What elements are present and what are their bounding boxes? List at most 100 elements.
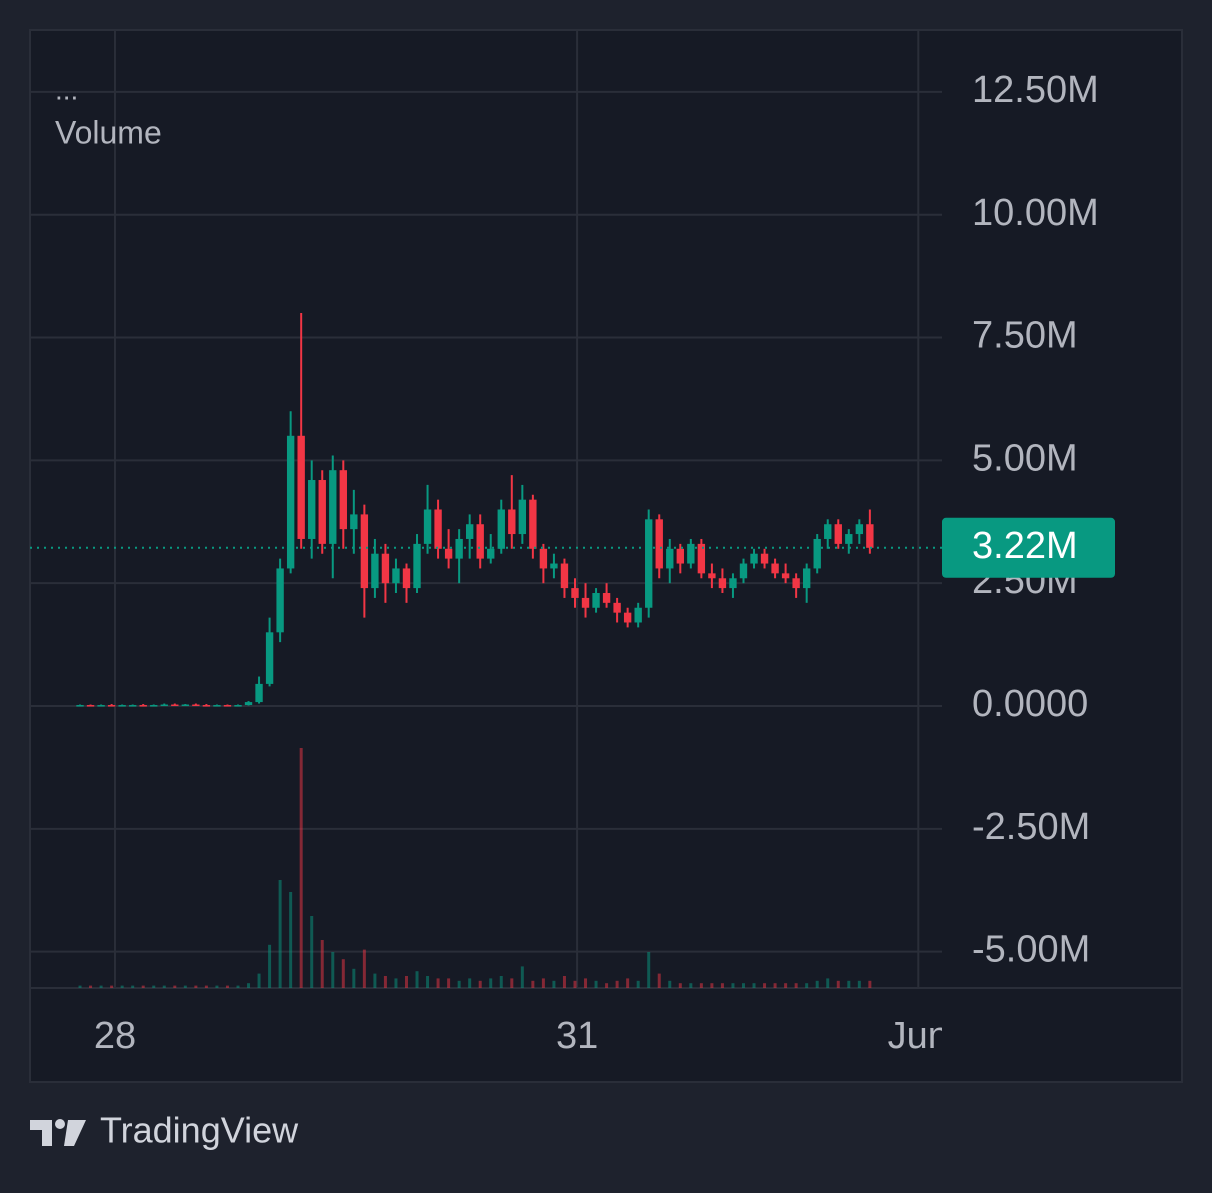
candle-body (845, 534, 853, 544)
candle-body (308, 480, 316, 539)
volume-bar (394, 978, 398, 988)
volume-bar (183, 985, 187, 988)
volume-bar (668, 980, 672, 988)
candle-body (118, 705, 126, 707)
volume-bar (225, 985, 229, 988)
volume-bar (605, 983, 609, 988)
volume-bar (341, 959, 345, 988)
candle-body (813, 538, 821, 569)
volume-bar (815, 980, 819, 988)
volume-bar (647, 952, 651, 988)
volume-bar (826, 978, 830, 988)
volume-bar (447, 978, 451, 988)
volume-bar (573, 980, 577, 988)
x-tick-label: 28 (94, 1015, 136, 1057)
candle-body (623, 612, 632, 623)
volume-bar (373, 973, 377, 988)
volume-bar (383, 976, 387, 988)
indicator-menu[interactable]: ... (55, 74, 78, 105)
volume-bar (204, 985, 208, 988)
volume-bar (415, 971, 419, 988)
candle-body (781, 573, 790, 579)
volume-bar (131, 985, 135, 988)
volume-bar (510, 978, 514, 988)
volume-bar (478, 980, 482, 988)
volume-bar (78, 985, 82, 988)
candle-body (550, 563, 558, 569)
volume-label: Volume (55, 114, 162, 150)
candle-body (392, 568, 400, 584)
candle-body (76, 705, 84, 707)
volume-bar (436, 978, 440, 988)
candle-body (350, 514, 358, 530)
candle-body (687, 543, 695, 564)
candle-body (223, 705, 232, 707)
volume-bar (520, 966, 524, 988)
volume-bar (110, 985, 114, 988)
volume-bar (236, 985, 240, 988)
volume-bar (699, 983, 703, 988)
volume-bar (689, 983, 693, 988)
y-tick-label: 12.50M (972, 69, 1099, 111)
candle-body (497, 509, 505, 549)
volume-bar (457, 980, 461, 988)
y-tick-label: -5.00M (972, 929, 1090, 971)
volume-bar (615, 980, 619, 988)
candle-body (718, 578, 727, 589)
volume-bar (331, 952, 335, 988)
candle-body (86, 705, 95, 707)
candle-body (729, 578, 737, 589)
candle-body (560, 563, 569, 589)
volume-bar (99, 985, 103, 988)
candle-body (423, 509, 432, 544)
candle-body (160, 704, 168, 707)
candle-body (739, 563, 748, 579)
volume-bar (784, 983, 788, 988)
candle-body (697, 543, 706, 574)
candle-body (802, 568, 811, 589)
volume-bar (215, 985, 219, 988)
candle-body (645, 519, 653, 608)
brand-name: TradingView (100, 1110, 299, 1151)
volume-bar (868, 980, 872, 988)
volume-bar (489, 978, 493, 988)
candle-body (465, 524, 474, 539)
candle-body (613, 602, 621, 613)
candle-body (581, 597, 590, 608)
volume-bar (678, 983, 682, 988)
volume-bar (763, 983, 767, 988)
candle-body (760, 553, 769, 564)
volume-bar (89, 985, 93, 988)
candle-body (202, 705, 211, 707)
volume-bar (626, 978, 630, 988)
candle-body (676, 548, 684, 564)
candle-body (476, 524, 484, 559)
volume-bar (857, 980, 861, 988)
volume-bar (299, 748, 303, 988)
candle-body (413, 543, 421, 589)
volume-bar (836, 980, 840, 988)
volume-bar (773, 983, 777, 988)
volume-bar (468, 978, 472, 988)
candle-body (571, 588, 579, 598)
candle-body (286, 435, 295, 569)
candle-body (339, 470, 347, 530)
volume-bar (247, 983, 251, 988)
volume-bar (847, 980, 851, 988)
candle-body (371, 553, 379, 589)
volume-bar (257, 973, 261, 988)
candle-body (529, 499, 537, 549)
volume-bar (320, 940, 324, 988)
volume-bar (794, 983, 798, 988)
candle-body (234, 705, 242, 707)
volume-bar (731, 983, 735, 988)
candle-body (318, 480, 326, 544)
volume-bar (141, 985, 145, 988)
volume-bar (499, 976, 503, 988)
candle-body (381, 553, 390, 584)
candle-body (276, 568, 284, 633)
y-tick-label: 7.50M (972, 315, 1078, 357)
volume-bar (120, 985, 124, 988)
volume-bar (194, 985, 198, 988)
candle-body (834, 524, 842, 544)
